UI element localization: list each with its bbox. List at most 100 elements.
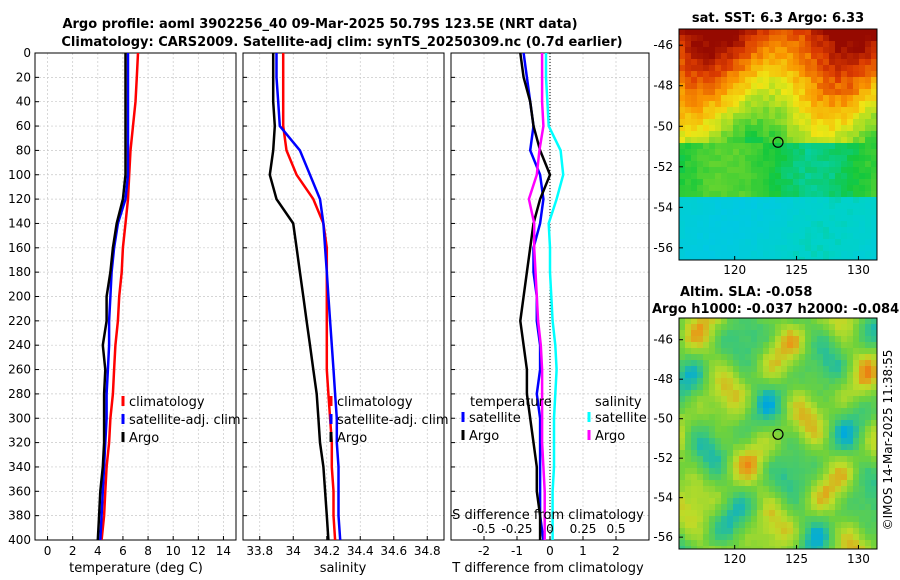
- sla-cell: [805, 540, 812, 547]
- sla-cell: [823, 480, 830, 487]
- sst-cell: [835, 95, 842, 102]
- sst-cell: [739, 41, 746, 48]
- sla-cell: [733, 504, 740, 511]
- sst-cell: [805, 89, 812, 96]
- sst-cell: [691, 155, 698, 162]
- sst-cell: [703, 149, 710, 156]
- sst-cell: [793, 77, 800, 84]
- sla-cell: [841, 432, 848, 439]
- sst-cell: [835, 191, 842, 198]
- sla-cell: [865, 492, 872, 499]
- sst-cell: [733, 209, 740, 216]
- sst-cell: [739, 83, 746, 90]
- sla-cell: [859, 426, 866, 433]
- sla-cell: [691, 402, 698, 409]
- sst-cell: [739, 89, 746, 96]
- sla-cell: [865, 468, 872, 475]
- sst-cell: [835, 143, 842, 150]
- sla-cell: [859, 504, 866, 511]
- sst-cell: [859, 155, 866, 162]
- sst-cell: [703, 251, 710, 258]
- sst-cell: [859, 113, 866, 120]
- sst-cell: [793, 119, 800, 126]
- sla-cell: [745, 426, 752, 433]
- sla-map-title-2: Argo h1000: -0.037 h2000: -0.084: [652, 302, 899, 317]
- sst-cell: [811, 113, 818, 120]
- sst-cell: [739, 65, 746, 72]
- sst-cell: [847, 77, 854, 84]
- sla-cell: [679, 468, 686, 475]
- sst-cell: [847, 209, 854, 216]
- sst-cell: [721, 47, 728, 54]
- sst-cell: [775, 59, 782, 66]
- temperature-xtick-label: 14: [216, 544, 231, 558]
- sst-cell: [733, 107, 740, 114]
- sla-cell: [697, 336, 704, 343]
- sla-cell: [703, 540, 710, 547]
- temperature-ytick-label: 380: [8, 509, 31, 523]
- sst-cell: [871, 119, 877, 126]
- sst-cell: [805, 215, 812, 222]
- sst-cell: [733, 35, 740, 42]
- sst-cell: [847, 101, 854, 108]
- sla-cell: [721, 456, 728, 463]
- sst-cell: [847, 179, 854, 186]
- sst-cell: [871, 143, 877, 150]
- sla-cell: [853, 522, 860, 529]
- sst-cell: [733, 95, 740, 102]
- sla-cell: [721, 546, 728, 549]
- sla-cell: [769, 396, 776, 403]
- sst-cell: [841, 221, 848, 228]
- sla-cell: [805, 492, 812, 499]
- sla-cell: [733, 426, 740, 433]
- sla-cell: [799, 366, 806, 373]
- sst-cell: [691, 149, 698, 156]
- sla-cell: [865, 480, 872, 487]
- sla-cell: [865, 354, 872, 361]
- sst-cell: [769, 83, 776, 90]
- sla-cell: [751, 498, 758, 505]
- sst-cell: [847, 29, 854, 36]
- sla-cell: [799, 324, 806, 331]
- sst-cell: [853, 179, 860, 186]
- sla-cell: [763, 468, 770, 475]
- sst-cell: [733, 53, 740, 60]
- sla-map-title-1: Altim. SLA: -0.058: [680, 285, 812, 300]
- sst-cell: [745, 101, 752, 108]
- sst-cell: [709, 89, 716, 96]
- sla-cell: [835, 336, 842, 343]
- sst-cell: [763, 191, 770, 198]
- sst-cell: [805, 161, 812, 168]
- sst-cell: [793, 107, 800, 114]
- sst-cell: [769, 59, 776, 66]
- sla-cell: [841, 354, 848, 361]
- sst-cell: [709, 95, 716, 102]
- sla-cell: [853, 402, 860, 409]
- sla-cell: [775, 438, 782, 445]
- sst-cell: [727, 185, 734, 192]
- sst-xtick-label: 125: [785, 263, 808, 277]
- sla-cell: [745, 330, 752, 337]
- sla-cell: [805, 504, 812, 511]
- sst-cell: [811, 227, 818, 234]
- sst-cell: [715, 95, 722, 102]
- sst-cell: [859, 89, 866, 96]
- sst-cell: [691, 221, 698, 228]
- sla-cell: [733, 414, 740, 421]
- sst-cell: [871, 173, 877, 180]
- sla-cell: [763, 540, 770, 547]
- sst-cell: [841, 143, 848, 150]
- sst-cell: [709, 107, 716, 114]
- sla-cell: [793, 516, 800, 523]
- sla-cell: [805, 414, 812, 421]
- sla-cell: [871, 510, 877, 517]
- sla-cell: [817, 474, 824, 481]
- sla-cell: [781, 336, 788, 343]
- sst-cell: [739, 245, 746, 252]
- sst-cell: [793, 167, 800, 174]
- sla-cell: [835, 396, 842, 403]
- sla-cell: [871, 378, 877, 385]
- sla-cell: [733, 360, 740, 367]
- sst-cell: [805, 77, 812, 84]
- sst-cell: [697, 227, 704, 234]
